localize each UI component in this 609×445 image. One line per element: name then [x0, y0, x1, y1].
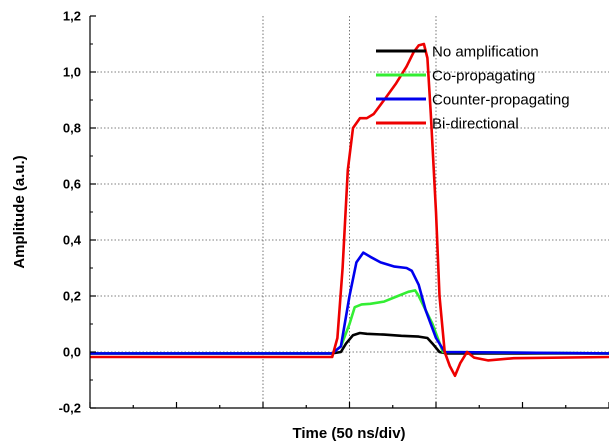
series-lines: [90, 42, 609, 378]
series-line-2: [90, 251, 609, 355]
y-tick-label: 0,6: [63, 177, 81, 192]
axes: [89, 15, 609, 409]
x-axis-title: Time (50 ns/div): [292, 425, 405, 442]
legend: No amplification Co-propagating Counter-pr…: [376, 44, 570, 133]
legend-label-0: No amplification: [432, 44, 539, 61]
legend-label-3: Bi-directional: [432, 116, 519, 133]
y-axis-title: Amplitude (a.u.): [11, 155, 28, 268]
y-tick-label: 0,2: [63, 289, 81, 304]
y-tick-label: 1,0: [63, 65, 81, 80]
y-tick-label: 0,4: [63, 233, 82, 248]
series-line-3: [90, 42, 609, 378]
series-line-0: [90, 331, 609, 355]
y-tick-labels: -0,2 0,0 0,2 0,4 0,6 0,8 1,0 1,2: [59, 9, 82, 416]
y-tick-label: -0,2: [59, 401, 81, 416]
legend-label-1: Co-propagating: [432, 68, 535, 85]
y-tick-label: 0,0: [63, 345, 81, 360]
legend-label-2: Counter-propagating: [432, 92, 570, 109]
y-tick-label: 0,8: [63, 121, 81, 136]
y-tick-label: 1,2: [63, 9, 81, 24]
